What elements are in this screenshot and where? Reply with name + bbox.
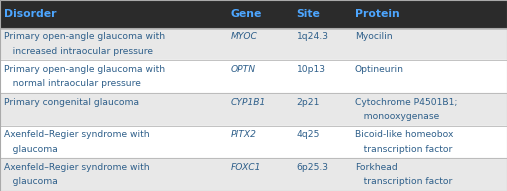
Text: 1q24.3: 1q24.3 <box>297 32 329 41</box>
Text: Forkhead: Forkhead <box>355 163 397 172</box>
Bar <box>0 28 507 60</box>
Text: 6p25.3: 6p25.3 <box>297 163 329 172</box>
Text: Optineurin: Optineurin <box>355 65 404 74</box>
Text: Disorder: Disorder <box>4 9 57 19</box>
Text: increased intraocular pressure: increased intraocular pressure <box>4 47 153 56</box>
Bar <box>0 93 507 126</box>
Text: Protein: Protein <box>355 9 400 19</box>
Text: normal intraocular pressure: normal intraocular pressure <box>4 79 141 88</box>
Text: glaucoma: glaucoma <box>4 177 58 186</box>
Text: Cytochrome P4501B1;: Cytochrome P4501B1; <box>355 98 457 107</box>
Text: Primary open-angle glaucoma with: Primary open-angle glaucoma with <box>4 32 165 41</box>
Text: MYOC: MYOC <box>231 32 258 41</box>
Text: PITX2: PITX2 <box>231 130 257 139</box>
Text: Primary open-angle glaucoma with: Primary open-angle glaucoma with <box>4 65 165 74</box>
Text: 10p13: 10p13 <box>297 65 325 74</box>
Text: monooxygenase: monooxygenase <box>355 112 439 121</box>
Text: 2p21: 2p21 <box>297 98 320 107</box>
Text: transcription factor: transcription factor <box>355 145 452 154</box>
Text: Axenfeld–Regier syndrome with: Axenfeld–Regier syndrome with <box>4 163 150 172</box>
Bar <box>0 0 507 28</box>
Text: Myocilin: Myocilin <box>355 32 392 41</box>
Text: Axenfeld–Regier syndrome with: Axenfeld–Regier syndrome with <box>4 130 150 139</box>
Text: FOXC1: FOXC1 <box>231 163 261 172</box>
Text: glaucoma: glaucoma <box>4 145 58 154</box>
Text: 4q25: 4q25 <box>297 130 320 139</box>
Bar <box>0 158 507 191</box>
Text: Primary congenital glaucoma: Primary congenital glaucoma <box>4 98 139 107</box>
Text: Bicoid-like homeobox: Bicoid-like homeobox <box>355 130 453 139</box>
Text: Site: Site <box>297 9 320 19</box>
Text: transcription factor: transcription factor <box>355 177 452 186</box>
Bar <box>0 126 507 158</box>
Text: CYP1B1: CYP1B1 <box>231 98 266 107</box>
Bar <box>0 60 507 93</box>
Text: Gene: Gene <box>231 9 262 19</box>
Text: OPTN: OPTN <box>231 65 256 74</box>
